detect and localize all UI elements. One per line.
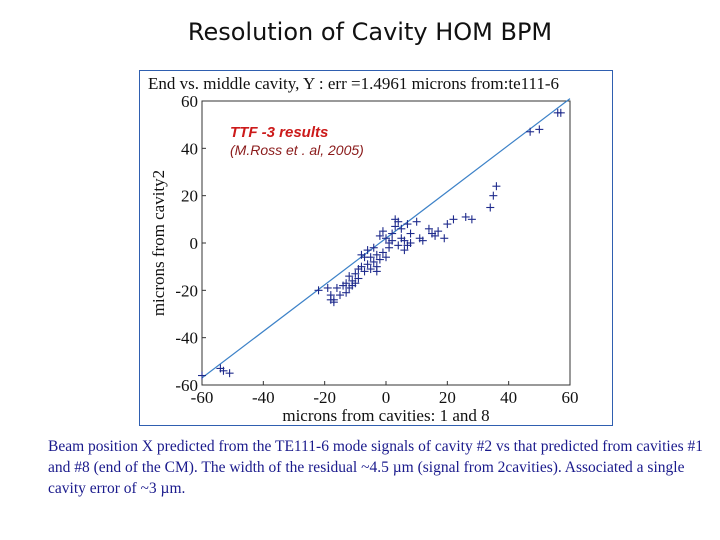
y-tick-label: -60 xyxy=(175,376,198,395)
data-point xyxy=(363,260,372,269)
y-tick-label: 40 xyxy=(181,139,198,158)
data-point xyxy=(440,234,449,243)
data-point xyxy=(394,241,403,250)
x-axis-label: microns from cavities: 1 and 8 xyxy=(282,406,489,425)
data-point xyxy=(443,220,452,229)
data-point xyxy=(489,191,498,200)
data-point xyxy=(394,217,403,226)
y-tick-label: 0 xyxy=(190,234,199,253)
data-point xyxy=(351,269,360,278)
data-point xyxy=(357,262,366,271)
data-points xyxy=(198,108,565,380)
data-point xyxy=(412,217,421,226)
data-point xyxy=(378,248,387,257)
y-tick-label: 20 xyxy=(181,187,198,206)
data-point xyxy=(332,283,341,292)
data-point xyxy=(492,182,501,191)
data-point xyxy=(323,283,332,292)
data-point xyxy=(329,295,338,304)
data-point xyxy=(219,366,228,375)
x-tick-label: 0 xyxy=(382,388,391,407)
data-point xyxy=(336,291,344,300)
data-point xyxy=(354,274,363,283)
annotation-title: TTF -3 results xyxy=(230,124,328,141)
data-point xyxy=(388,236,397,245)
x-tick-label: 60 xyxy=(562,388,579,407)
caption: Beam position X predicted from the TE111… xyxy=(48,438,704,497)
data-point xyxy=(198,371,206,380)
data-point xyxy=(382,234,390,243)
data-point xyxy=(400,236,409,245)
data-point xyxy=(449,215,458,224)
data-point xyxy=(314,286,323,295)
x-tick-label: -40 xyxy=(252,388,275,407)
data-point xyxy=(418,236,427,245)
data-point xyxy=(388,229,397,238)
data-point xyxy=(382,253,390,262)
y-tick-label: -40 xyxy=(175,329,198,348)
data-point xyxy=(400,246,409,255)
data-point xyxy=(467,215,476,224)
scatter-chart: End vs. middle cavity, Y : err =1.4961 m… xyxy=(148,74,579,425)
data-point xyxy=(403,220,412,229)
data-point xyxy=(366,265,375,274)
data-point xyxy=(391,222,400,231)
slide-title: Resolution of Cavity HOM BPM xyxy=(187,18,553,46)
data-point xyxy=(342,288,351,297)
data-point xyxy=(342,279,351,288)
x-tick-label: -20 xyxy=(313,388,336,407)
data-point xyxy=(397,224,406,233)
y-axis-label: microns from cavity2 xyxy=(149,170,168,316)
data-point xyxy=(385,243,394,252)
x-tick-label: 20 xyxy=(439,388,456,407)
y-tick-label: -20 xyxy=(175,281,198,300)
data-point xyxy=(434,227,443,236)
x-axis-ticks: -60 -40 -20 0 20 40 60 xyxy=(191,381,579,407)
data-point xyxy=(406,239,415,247)
annotation-citation: (M.Ross et . al, 2005) xyxy=(230,142,364,158)
y-tick-label: 60 xyxy=(181,92,198,111)
data-point xyxy=(366,253,375,262)
data-point xyxy=(369,243,378,252)
data-point xyxy=(345,272,354,281)
data-point xyxy=(526,127,535,136)
chart-title: End vs. middle cavity, Y : err =1.4961 m… xyxy=(148,74,559,93)
data-point xyxy=(535,125,544,134)
data-point xyxy=(360,267,369,276)
figure-frame: End vs. middle cavity, Y : err =1.4961 m… xyxy=(139,70,613,426)
data-point xyxy=(431,231,440,240)
y-axis-ticks: 60 40 20 0 -20 -40 -60 xyxy=(175,92,206,395)
data-point xyxy=(225,369,234,378)
data-point xyxy=(424,224,433,233)
x-tick-label: -60 xyxy=(191,388,214,407)
data-point xyxy=(369,257,378,266)
data-point xyxy=(406,229,415,238)
data-point xyxy=(461,212,470,221)
data-point xyxy=(375,255,384,264)
data-point xyxy=(351,279,360,288)
data-point xyxy=(375,231,384,240)
data-point xyxy=(378,227,387,236)
data-point xyxy=(372,250,381,259)
data-point xyxy=(372,267,381,276)
data-point xyxy=(363,246,372,255)
data-point xyxy=(486,203,495,212)
x-tick-label: 40 xyxy=(500,388,517,407)
data-point xyxy=(556,108,565,117)
